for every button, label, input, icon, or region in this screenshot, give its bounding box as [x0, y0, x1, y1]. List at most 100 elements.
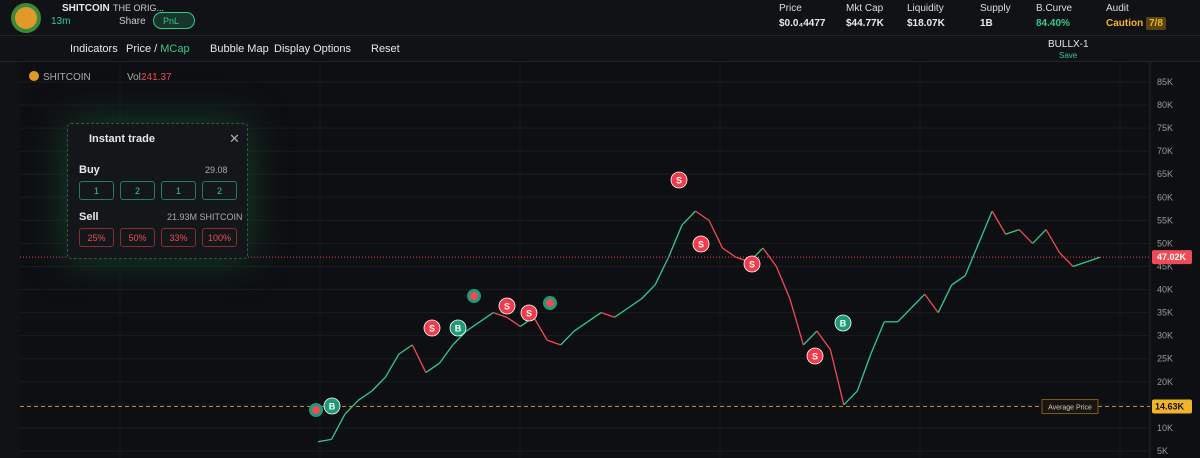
trade-marker-label: S	[812, 352, 818, 362]
y-tick-label: 85K	[1157, 77, 1173, 87]
symbol-icon	[29, 71, 39, 81]
price-segment	[829, 349, 845, 405]
y-tick-label: 20K	[1157, 377, 1173, 387]
price-segment	[493, 311, 507, 318]
stat: Supply 1B	[980, 3, 1011, 29]
trade-marker	[670, 171, 688, 189]
price-segment	[762, 247, 777, 267]
trade-marker	[520, 304, 538, 322]
price-segment	[708, 220, 724, 249]
y-tick-label: 40K	[1157, 285, 1173, 295]
trade-marker	[834, 314, 852, 332]
panel-title: Instant trade	[89, 133, 156, 145]
y-tick-label: 50K	[1157, 238, 1173, 248]
sell-button[interactable]: 100%	[202, 228, 237, 247]
side-toolbar	[0, 62, 20, 458]
price-segment	[1086, 256, 1101, 263]
y-tick-label: 55K	[1157, 215, 1173, 225]
price-segment	[573, 321, 589, 332]
header: SHITCOIN THE ORIG... 13m Share PnL Price…	[0, 0, 1200, 36]
bubble-map[interactable]: Bubble Map	[210, 43, 269, 55]
emoji-face	[312, 406, 320, 414]
price-segment	[614, 307, 629, 318]
price-segment	[978, 210, 993, 244]
emoji-face	[470, 292, 478, 300]
price-segment	[897, 307, 912, 323]
audit-score: 7/8	[1146, 17, 1166, 30]
sell-button[interactable]: 50%	[120, 228, 155, 247]
y-tick-label: 35K	[1157, 308, 1173, 318]
sell-button[interactable]: 33%	[161, 228, 196, 247]
toolbar: Indicators Price / MCap Bubble Map Displ…	[0, 36, 1200, 62]
close-button[interactable]: ✕	[229, 131, 240, 146]
y-tick-label: 65K	[1157, 169, 1173, 179]
share-button[interactable]: Share	[119, 16, 146, 27]
stat: Price $0.0₄4477	[779, 3, 825, 29]
vol-value: 241.37	[141, 72, 172, 83]
y-tick-label: 25K	[1157, 354, 1173, 364]
stat-label: Liquidity	[907, 3, 944, 14]
trade-marker-label: B	[329, 402, 336, 412]
price-segment	[789, 298, 805, 346]
price-segment	[856, 353, 872, 392]
price-segment	[587, 312, 602, 323]
price-segment	[816, 330, 831, 350]
buy-button[interactable]: 2	[120, 181, 155, 200]
trade-marker	[806, 347, 824, 365]
buy-button[interactable]: 2	[202, 181, 237, 200]
indicators[interactable]: Indicators	[70, 43, 118, 55]
buy-label: Buy	[79, 164, 100, 176]
preset[interactable]: BULLX-1	[1048, 39, 1089, 50]
stat-label: B.Curve	[1036, 3, 1073, 14]
price-segment	[802, 330, 818, 346]
token-logo	[11, 3, 41, 33]
stat-label: Mkt Cap	[846, 3, 884, 14]
price-badge	[1152, 250, 1192, 265]
price-segment	[330, 413, 346, 440]
buy-button[interactable]: 1	[161, 181, 196, 200]
stat-value: 1B	[980, 18, 993, 29]
age: 13m	[51, 16, 71, 27]
y-tick-label: 75K	[1157, 123, 1173, 133]
trade-marker	[498, 297, 516, 315]
price-segment	[910, 293, 926, 309]
price-toggle[interactable]: Price	[126, 43, 152, 55]
buy-button[interactable]: 1	[79, 181, 114, 200]
y-tick-label: 10K	[1157, 423, 1173, 433]
reset[interactable]: Reset	[371, 43, 400, 55]
price-segment	[681, 210, 696, 226]
sell-amount: 21.93M SHITCOIN	[167, 212, 243, 222]
audit-status: Caution 7/8	[1106, 17, 1166, 30]
price-segment	[398, 344, 413, 355]
save[interactable]: Save	[1059, 51, 1078, 60]
y-tick-label: 60K	[1157, 192, 1173, 202]
price-segment	[775, 266, 791, 300]
chart: SHITCOIN Vol 241.37 85K 80K 75K 70K 65K 60K 55…	[0, 62, 1192, 458]
price-mcap[interactable]: Price / MCap	[126, 43, 190, 55]
sell-button[interactable]: 25%	[79, 228, 114, 247]
sell-label: Sell	[79, 211, 99, 223]
price-segment	[425, 362, 440, 374]
trade-marker	[449, 319, 467, 337]
stat-value: 84.40%	[1036, 18, 1070, 29]
buy-amount: 29.08	[205, 165, 228, 175]
price-segment	[695, 210, 710, 221]
price-segment	[964, 243, 980, 276]
price-segment	[641, 284, 656, 300]
price-segment	[506, 316, 521, 327]
trade-marker-label: B	[840, 319, 847, 329]
symbol: SHITCOIN	[43, 72, 91, 83]
stat: B.Curve 84.40%	[1036, 3, 1072, 29]
token-symbol: SHITCOIN	[62, 3, 110, 14]
instant-trade-panel: Instant trade ✕ Buy 29.08 Sell 21.93M SH…	[67, 123, 248, 259]
display-options[interactable]: Display Options	[274, 43, 352, 55]
price-segment	[1045, 229, 1061, 253]
mcap-toggle[interactable]: MCap	[160, 43, 190, 55]
price-segment	[358, 390, 373, 401]
price-segment	[317, 438, 332, 443]
stat-label: Price	[779, 3, 802, 14]
price-segment	[1032, 229, 1047, 244]
price-segment	[937, 284, 953, 313]
pnl-button[interactable]: PnL	[153, 12, 195, 29]
